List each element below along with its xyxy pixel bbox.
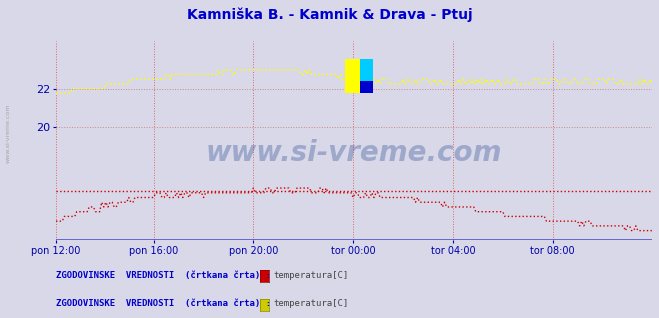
FancyBboxPatch shape [360,81,373,93]
FancyBboxPatch shape [345,59,360,93]
Text: www.si-vreme.com: www.si-vreme.com [5,104,11,163]
Text: ZGODOVINSKE  VREDNOSTI  (črtkana črta) :: ZGODOVINSKE VREDNOSTI (črtkana črta) : [56,271,271,280]
Text: www.si-vreme.com: www.si-vreme.com [206,139,502,167]
Text: Kamniška B. - Kamnik & Drava - Ptuj: Kamniška B. - Kamnik & Drava - Ptuj [186,8,473,23]
FancyBboxPatch shape [360,59,373,81]
Text: temperatura[C]: temperatura[C] [273,271,349,280]
Text: temperatura[C]: temperatura[C] [273,299,349,308]
Text: ZGODOVINSKE  VREDNOSTI  (črtkana črta) :: ZGODOVINSKE VREDNOSTI (črtkana črta) : [56,299,271,308]
